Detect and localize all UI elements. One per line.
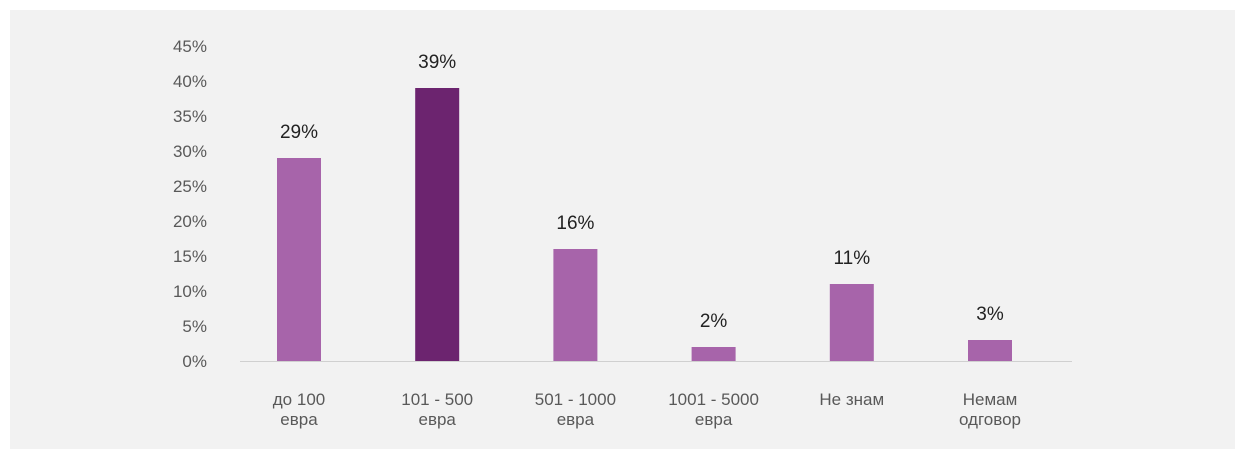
x-tick-label: 501 - 1000 евра [535,390,616,429]
y-tick-label: 15% [173,247,207,266]
data-label: 11% [833,248,870,269]
y-tick-label: 25% [173,177,207,196]
y-tick-label: 0% [182,352,207,371]
x-tick-label: Немам одговор [959,390,1021,429]
data-label: 3% [976,304,1004,325]
data-label: 2% [700,311,728,332]
y-tick-label: 10% [173,282,207,301]
bar [691,347,736,361]
y-tick-label: 35% [173,107,207,126]
y-tick-label: 5% [182,317,207,336]
bar [553,249,598,361]
data-label: 39% [418,52,456,73]
bar-chart: 0% 5% 10% 15% 20% 25% 30% 35% 40% 45% 29% до 100 евр… [173,37,1072,429]
bar [968,340,1012,361]
bar [415,88,460,361]
data-label: 29% [280,122,318,143]
bar [829,284,874,361]
y-tick-label: 40% [173,72,207,91]
chart-panel: 0% 5% 10% 15% 20% 25% 30% 35% 40% 45% 29% до 100 евр… [10,10,1235,449]
y-tick-label: 20% [173,212,207,231]
x-tick-label: Не знам [819,390,884,409]
x-tick-label: до 100 евра [273,390,325,429]
y-tick-label: 45% [173,37,207,56]
x-tick-label: 101 - 500 евра [401,390,473,429]
bar [277,158,321,361]
x-tick-label: 1001 - 5000 евра [668,390,759,429]
data-label: 16% [556,213,594,234]
y-tick-label: 30% [173,142,207,161]
